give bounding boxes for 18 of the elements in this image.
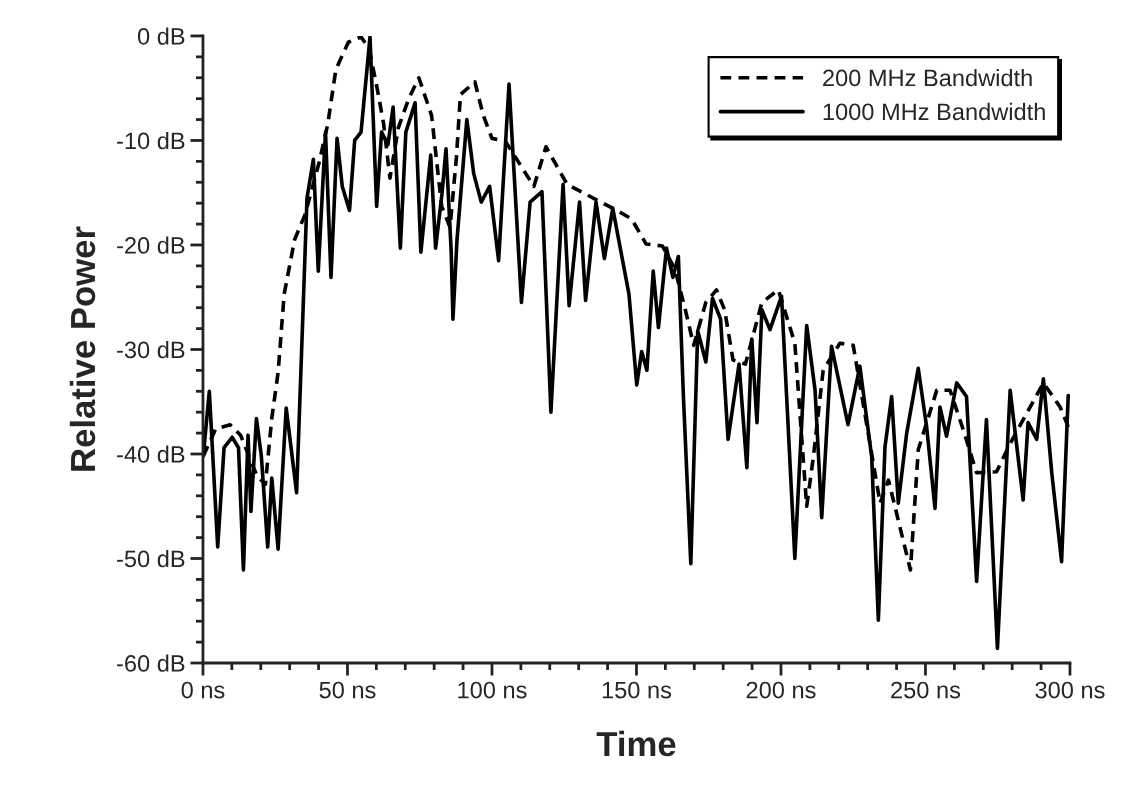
x-tick-label: 300 ns: [1035, 681, 1105, 699]
x-tick-label: 0 ns: [181, 681, 225, 699]
legend-label: 200 MHz Bandwidth: [823, 68, 1032, 87]
y-tick-label: -50 dB: [117, 549, 185, 568]
y-tick-label: -10 dB: [117, 131, 185, 150]
y-tick-label: -60 dB: [117, 654, 185, 672]
x-tick-label: 50 ns: [319, 681, 376, 699]
y-tick-label: -40 dB: [117, 445, 185, 463]
y-tick-label: 0 dB: [137, 27, 185, 45]
y-axis-title: Relative Power: [69, 226, 96, 471]
x-tick-label: 250 ns: [891, 681, 961, 699]
legend-label: 1000 MHz Bandwidth: [823, 102, 1045, 121]
x-tick-label: 200 ns: [746, 681, 816, 699]
y-tick-label: -20 dB: [117, 236, 185, 254]
x-tick-label: 100 ns: [458, 681, 527, 699]
x-tick-label: 150 ns: [602, 681, 672, 699]
x-axis-title: Time: [596, 730, 676, 757]
y-tick-label: -30 dB: [117, 340, 185, 359]
